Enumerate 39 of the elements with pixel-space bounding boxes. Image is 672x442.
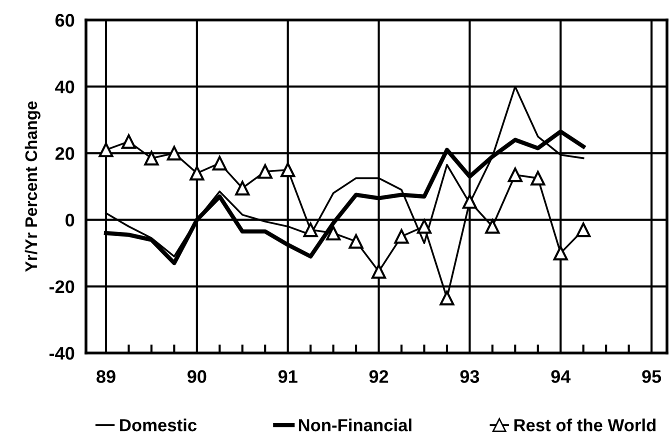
point: [371, 264, 386, 279]
x-tick-label: 93: [460, 370, 480, 383]
x-tick-label: 92: [369, 370, 388, 383]
point: [212, 156, 227, 170]
point: [258, 164, 272, 179]
x-tick-label: 89: [96, 370, 116, 383]
y-tick-label: -20: [50, 280, 74, 294]
point: [280, 162, 296, 178]
y-tick-label: 40: [55, 80, 74, 94]
y-tick-label: -40: [50, 346, 74, 360]
point: [394, 229, 409, 244]
point: [235, 180, 250, 196]
y-tick-label: 60: [55, 14, 74, 27]
legend-label: Rest of the World: [514, 418, 656, 432]
y-axis-title: Yr/Yr Percent Change: [24, 101, 40, 272]
legend-label: Domestic: [120, 418, 197, 432]
point: [190, 166, 204, 180]
point: [576, 222, 591, 238]
x-tick-label: 95: [642, 370, 662, 383]
legend-label: Non-Financial: [298, 418, 412, 432]
point: [462, 194, 477, 209]
point: [166, 146, 182, 160]
point: [508, 168, 522, 182]
point: [144, 150, 159, 166]
y-tick-label: 20: [55, 147, 74, 160]
point: [348, 234, 364, 249]
point: [121, 134, 136, 149]
x-tick-label: 94: [551, 370, 571, 383]
y-tick-label: 0: [66, 214, 74, 227]
point: [98, 142, 114, 158]
x-tick-label: 91: [278, 370, 298, 383]
point: [440, 290, 454, 306]
point: [530, 170, 546, 186]
point: [416, 219, 432, 234]
point: [326, 226, 341, 240]
point: [553, 246, 568, 260]
x-tick-label: 90: [188, 370, 206, 383]
point: [303, 222, 318, 238]
point: [485, 219, 500, 234]
